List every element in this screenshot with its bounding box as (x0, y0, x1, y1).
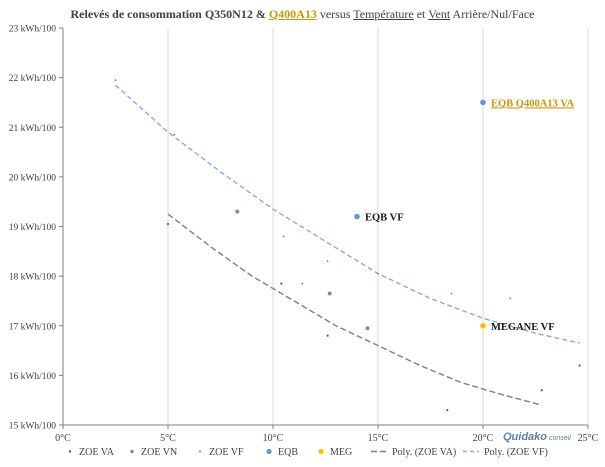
data-point (166, 222, 170, 226)
data-point (326, 334, 329, 337)
title-mid-1: versus (316, 7, 354, 21)
data-points (114, 79, 581, 412)
data-point (480, 322, 486, 329)
y-tick-label: 19 kWh/100 (9, 223, 56, 233)
legend-marker (199, 450, 201, 453)
x-tick-label: 15°C (368, 433, 389, 444)
data-point (235, 209, 240, 214)
legend-marker (130, 449, 134, 454)
trendline (167, 213, 542, 406)
legend-label: Poly. (ZOE VA) (392, 447, 456, 458)
page-title: Relevés de consommation Q350N12 & Q400A1… (0, 7, 605, 22)
data-point (280, 282, 283, 285)
y-tick-label: 16 kWh/100 (9, 372, 56, 382)
legend-label: MEG (330, 447, 352, 458)
x-tick-label: 25°C (578, 433, 599, 444)
data-point (509, 297, 512, 300)
data-point (327, 291, 332, 296)
data-point (377, 272, 379, 275)
x-tick-label: 20°C (473, 433, 494, 444)
title-mid-2: et (413, 7, 429, 21)
data-point (173, 133, 176, 136)
data-point (114, 79, 117, 82)
legend-label: ZOE VA (79, 447, 115, 458)
point-label: EQB Q400A13 VA (491, 98, 574, 109)
title-model-highlight: Q400A13 (268, 7, 317, 21)
legend-marker (68, 450, 72, 453)
watermark-suffix: conseil (549, 435, 571, 442)
data-point (354, 213, 360, 220)
y-tick-label: 15 kWh/100 (9, 422, 56, 432)
axes: 15 kWh/100 16 kWh/100 17 kWh/100 18 kWh/100… (9, 25, 599, 445)
legend-marker (318, 448, 324, 455)
title-vent: Vent (428, 7, 451, 21)
legend: ZOE VA ZOE VN ZOE VF EQB MEG Poly. (ZOE VA) Po… (68, 447, 548, 458)
grid-lines (167, 28, 589, 425)
trendline (115, 84, 580, 344)
x-tick-label: 10°C (263, 433, 284, 444)
y-tick-label: 17 kWh/100 (9, 322, 56, 332)
data-point (365, 326, 370, 331)
title-temperature: Température (353, 7, 414, 21)
data-point (282, 235, 285, 238)
legend-label: Poly. (ZOE VF) (484, 447, 548, 458)
point-label: MEGANE VF (491, 322, 555, 333)
point-labels: EQB Q400A13 VA EQB VF MEGANE VF (365, 98, 574, 332)
data-point (540, 389, 543, 392)
legend-marker (266, 448, 272, 455)
x-tick-label: 0°C (55, 433, 71, 444)
trendlines (115, 84, 580, 406)
legend-label: EQB (278, 447, 298, 458)
y-tick-label: 20 kWh/100 (9, 173, 56, 183)
y-tick-label: 21 kWh/100 (9, 124, 56, 134)
y-tick-label: 22 kWh/100 (9, 74, 56, 84)
legend-label: ZOE VF (209, 447, 244, 458)
data-point (578, 364, 581, 367)
watermark-brand: Quidako (503, 431, 547, 443)
watermark: Quidako conseil (503, 431, 571, 443)
data-point (301, 282, 304, 285)
title-prefix: Relevés de consommation Q350N12 & (70, 7, 269, 21)
data-point (446, 409, 449, 412)
legend-label: ZOE VN (141, 447, 177, 458)
data-point (480, 99, 486, 106)
y-tick-label: 18 kWh/100 (9, 273, 56, 283)
x-tick-label: 5°C (160, 433, 176, 444)
title-suffix: Arrière/Nul/Face (450, 7, 535, 21)
y-tick-label: 23 kWh/100 (9, 25, 56, 35)
point-label: EQB VF (365, 213, 404, 224)
data-point (326, 260, 329, 263)
data-point (450, 292, 453, 295)
